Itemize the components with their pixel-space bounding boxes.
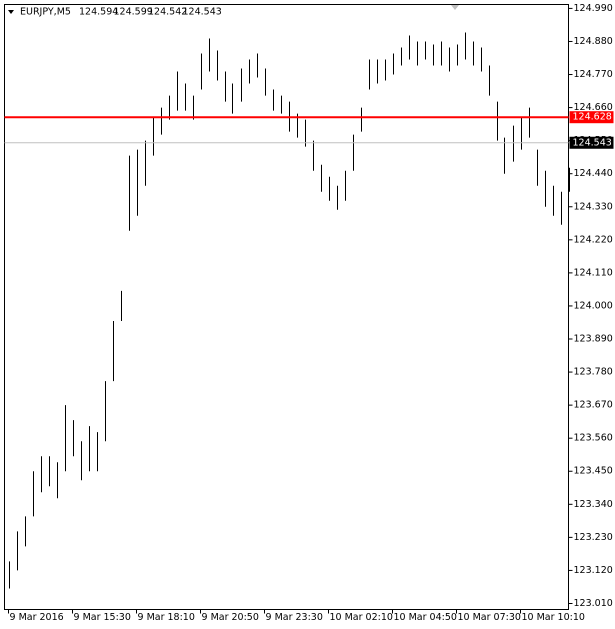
shift-marker [451,5,459,10]
y-tick-label: 123.780 [574,367,613,378]
x-tick-label: 9 Mar 18:10 [138,612,195,623]
menu-arrow [8,10,14,14]
y-tick-label: 123.670 [574,400,613,411]
x-tick-label: 9 Mar 20:50 [202,612,259,623]
y-tick-label: 124.990 [574,3,613,14]
y-tick-label: 123.010 [574,598,613,609]
y-tick-label: 124.880 [574,36,613,47]
x-tick-label: 9 Mar 23:30 [266,612,323,623]
y-tick-label: 124.660 [574,102,613,113]
y-tick-label: 123.450 [574,466,613,477]
price-label: 124.543 [573,137,612,148]
x-tick-label: 10 Mar 10:10 [522,612,585,623]
y-tick-label: 124.000 [574,300,613,311]
y-tick-label: 124.330 [574,201,613,212]
x-tick-label: 10 Mar 04:50 [394,612,457,623]
symbol: EURJPY,M5 [20,7,71,18]
y-tick-label: 124.110 [574,267,613,278]
quote-value: 124.594 [79,7,118,18]
y-tick-label: 123.560 [574,433,613,444]
quote-value: 124.542 [148,7,187,18]
y-tick-label: 124.770 [574,69,613,80]
y-tick-label: 123.340 [574,499,613,510]
x-tick-label: 10 Mar 02:10 [330,612,393,623]
y-tick-label: 123.890 [574,334,613,345]
x-tick-label: 10 Mar 07:30 [458,612,521,623]
price-label: 124.628 [573,112,612,123]
y-tick-label: 123.120 [574,565,613,576]
price-label-box [569,111,614,124]
quote-value: 124.543 [183,7,222,18]
y-tick-label: 123.230 [574,532,613,543]
x-tick-label: 9 Mar 2016 [10,612,64,623]
plot-frame [4,4,569,610]
quote-value: 124.599 [114,7,153,18]
y-tick-label: 124.220 [574,234,613,245]
x-tick-label: 9 Mar 15:30 [74,612,131,623]
price-label-box [569,136,614,149]
y-tick-label: 124.440 [574,168,613,179]
